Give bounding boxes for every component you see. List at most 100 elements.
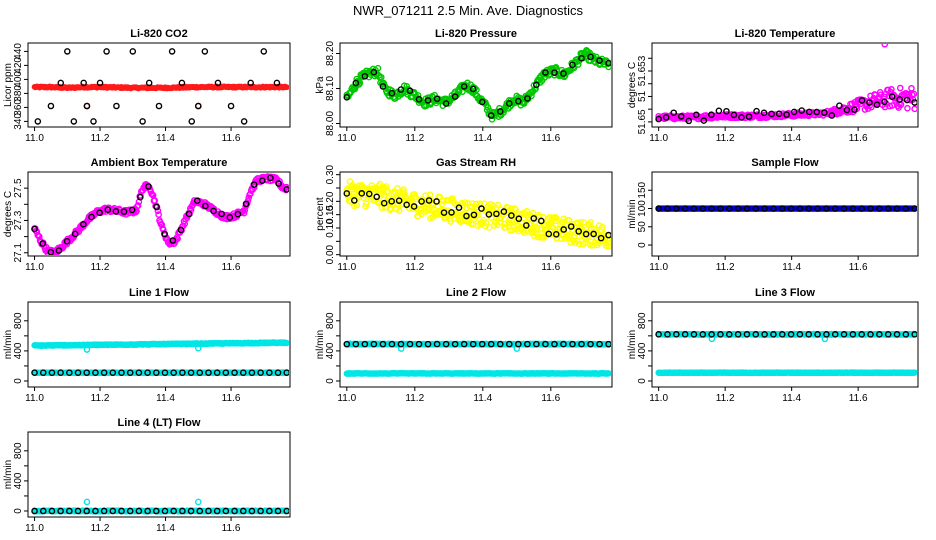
pressure-marker <box>560 70 567 77</box>
temperature-marker <box>813 108 821 116</box>
pressure-marker <box>496 108 504 115</box>
line2-marker <box>542 340 549 348</box>
co2-xtick-label: 11.2 <box>91 133 110 144</box>
rh-point <box>502 223 509 231</box>
line2-marker <box>560 340 567 348</box>
line4-marker <box>266 507 273 515</box>
rh-point <box>436 193 444 201</box>
sample-marker <box>787 205 795 212</box>
rh-point <box>394 200 402 208</box>
ambient-marker <box>96 209 103 217</box>
temperature-marker <box>798 107 806 114</box>
co2-ytick-label: 400 <box>13 71 24 88</box>
ambient-marker <box>234 210 242 218</box>
rh-point <box>438 200 446 208</box>
ambient-point <box>155 211 162 218</box>
line3-xtick-label: 11.2 <box>716 393 735 404</box>
rh-marker <box>365 190 373 198</box>
temperature-marker <box>858 97 866 104</box>
line1-marker <box>248 369 256 377</box>
line1-marker <box>83 369 91 377</box>
line2-marker <box>361 340 369 348</box>
ambient-ytick-label: 27.1 <box>13 243 24 263</box>
line1-marker <box>92 369 99 377</box>
temperature-xtick-label: 11.2 <box>716 133 735 144</box>
line1-marker <box>48 369 56 377</box>
line2-marker <box>596 340 603 348</box>
ambient-marker <box>88 213 95 221</box>
line1-marker <box>205 369 212 377</box>
line2-marker <box>451 340 459 348</box>
line3-frame <box>651 301 919 388</box>
sample-marker <box>725 205 733 212</box>
line4-xtick-label: 11.4 <box>156 523 175 534</box>
line4-ytick-label: 400 <box>13 472 24 489</box>
co2-marker <box>64 48 71 55</box>
line3-ytick-label: 800 <box>637 312 648 329</box>
temperature-point <box>896 84 904 92</box>
co2-marker <box>247 79 254 87</box>
ambient-marker <box>242 200 250 208</box>
ambient-point <box>245 194 253 201</box>
pressure-point <box>414 92 422 99</box>
rh-panel: Gas Stream RH percent 11.0 11.2 11.4 11.6 0.00… <box>315 157 613 273</box>
temperature-marker <box>715 107 723 115</box>
ambient-point <box>283 183 289 191</box>
line4-marker <box>144 507 151 515</box>
rh-marker <box>508 212 515 219</box>
line4-xtick-label: 11.6 <box>222 523 241 534</box>
line3-marker <box>770 331 777 338</box>
temperature-marker <box>911 99 917 106</box>
pressure-marker <box>352 79 360 87</box>
ambient-marker <box>137 193 144 201</box>
sample-marker <box>858 205 866 212</box>
line3-marker <box>778 331 786 338</box>
sample-marker <box>840 205 848 212</box>
co2-panel: Li-820 CO2 Licor ppm 11.0 11.2 11.4 11.6 34036… <box>3 28 291 144</box>
ambient-ylabel: degrees C <box>3 191 14 237</box>
sample-marker <box>884 205 892 212</box>
line3-marker <box>787 331 795 338</box>
line4-frame <box>27 431 291 518</box>
line2-marker <box>388 340 396 348</box>
line4-marker <box>205 507 212 515</box>
rh-ytick-label: 0.10 <box>325 218 336 238</box>
line1-xtick-label: 11.2 <box>91 393 110 404</box>
temperature-marker <box>843 106 851 114</box>
ambient-marker <box>47 248 55 255</box>
temperature-marker <box>790 108 798 116</box>
pressure-marker <box>469 85 477 93</box>
pressure-point <box>488 116 496 123</box>
line1-marker <box>31 369 38 377</box>
line4-point <box>194 498 202 506</box>
line2-marker <box>460 340 468 348</box>
temperature-marker <box>836 102 843 110</box>
line4-marker <box>222 507 230 515</box>
rh-marker <box>575 228 582 235</box>
line1-marker <box>109 369 117 377</box>
ambient-marker <box>267 174 274 182</box>
sample-marker <box>655 205 662 212</box>
pressure-xtick-label: 11.0 <box>337 133 356 144</box>
temperature-marker <box>662 114 670 121</box>
line2-marker <box>442 340 450 348</box>
ambient-xtick-label: 11.0 <box>25 262 44 273</box>
temperature-xtick-label: 11.0 <box>649 133 668 144</box>
ambient-marker <box>185 210 193 218</box>
ambient-marker <box>39 240 46 247</box>
ambient-title: Ambient Box Temperature <box>91 157 228 169</box>
temperature-marker <box>700 117 708 124</box>
panels: Li-820 CO2 Licor ppm 11.0 11.2 11.4 11.6 34036… <box>3 28 919 534</box>
rh-point <box>605 242 611 250</box>
ambient-xtick-label: 11.6 <box>222 262 241 273</box>
line3-marker <box>725 331 733 338</box>
rh-marker <box>590 230 597 238</box>
ambient-panel: Ambient Box Temperature degrees C 11.0 11.2… <box>3 157 291 273</box>
line2-marker <box>370 340 378 348</box>
pressure-point <box>374 64 382 72</box>
rh-point <box>494 201 502 209</box>
sample-marker <box>805 205 813 212</box>
co2-frame <box>27 42 291 128</box>
sample-marker <box>778 205 786 212</box>
pressure-marker <box>487 112 495 119</box>
